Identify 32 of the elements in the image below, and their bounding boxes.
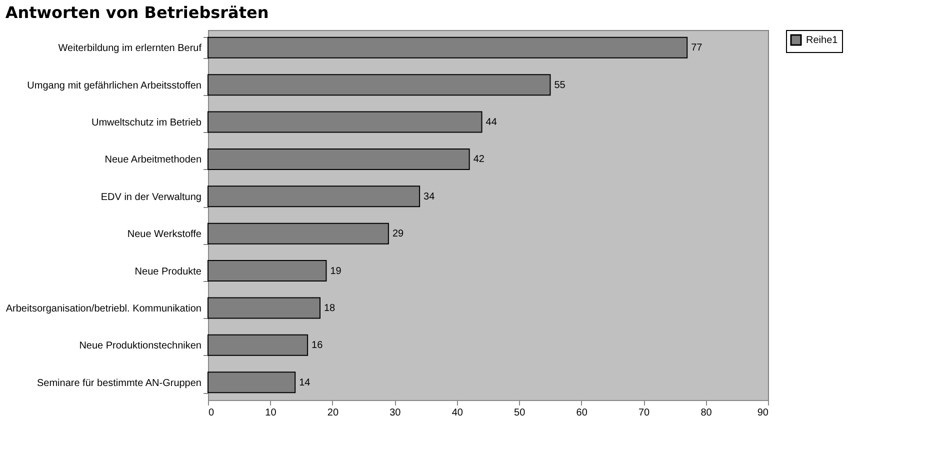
x-tick-label: 10 bbox=[265, 408, 277, 418]
y-tick-label: EDV in der Verwaltung bbox=[100, 192, 202, 203]
y-tick-label: Umweltschutz im Betrieb bbox=[91, 118, 202, 129]
x-tick-label: 50 bbox=[514, 408, 526, 418]
y-tick-label: Weiterbildung im erlernten Beruf bbox=[58, 43, 202, 54]
x-tick-label: 60 bbox=[576, 408, 588, 418]
chart-title: Antworten von Betriebsräten bbox=[5, 3, 269, 22]
x-tick-label: 80 bbox=[700, 408, 712, 418]
x-tick-label: 40 bbox=[452, 408, 464, 418]
data-label: 42 bbox=[473, 154, 485, 166]
data-label: 55 bbox=[554, 80, 566, 91]
data-label: 44 bbox=[486, 117, 498, 128]
data-label: 14 bbox=[299, 377, 311, 388]
data-label: 77 bbox=[691, 42, 703, 54]
x-tick-label: 30 bbox=[390, 408, 402, 418]
y-tick-label: Seminare für bestimmte AN-Gruppen bbox=[36, 378, 202, 389]
x-tick-label: 20 bbox=[327, 408, 339, 418]
y-tick-label: Neue Produktionstechniken bbox=[79, 340, 202, 352]
y-tick-label: Umgang mit gefährlichen Arbeitsstoffen bbox=[27, 80, 202, 92]
x-tick-label: 70 bbox=[638, 408, 650, 418]
x-tick-label: 0 bbox=[208, 408, 214, 418]
y-tick-label: Neue Produkte bbox=[134, 266, 202, 278]
legend-label: Reihe1 bbox=[806, 35, 838, 46]
data-label: 34 bbox=[424, 191, 436, 202]
x-tick-label: 90 bbox=[757, 408, 769, 418]
data-label: 18 bbox=[324, 302, 336, 314]
data-label: 19 bbox=[330, 266, 342, 277]
data-label: 29 bbox=[392, 228, 404, 240]
y-tick-label: Neue Arbeitmethoden bbox=[104, 154, 202, 166]
y-tick-label: Arbeitsorganisation/betriebl. Kommunikation bbox=[6, 303, 202, 314]
y-tick-label: Neue Werkstoffe bbox=[127, 229, 202, 240]
data-label: 16 bbox=[312, 340, 324, 352]
